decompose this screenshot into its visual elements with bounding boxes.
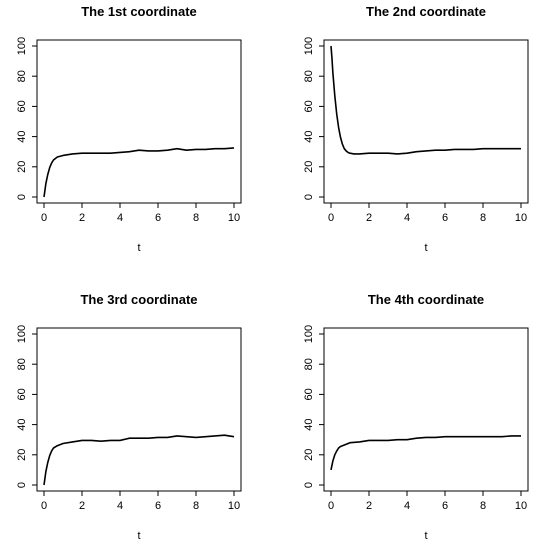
plot-frame	[36, 39, 242, 204]
y-tick-label: 40	[16, 418, 28, 430]
x-tick-label: 8	[480, 212, 486, 224]
x-tick-label: 0	[41, 500, 47, 512]
x-tick-label: 2	[366, 500, 372, 512]
y-tick-label: 20	[303, 161, 315, 173]
y-tick-label: 80	[303, 358, 315, 370]
x-tick-label: 0	[41, 212, 47, 224]
y-tick-label: 100	[303, 37, 315, 55]
chart-title: The 1st coordinate	[81, 4, 197, 19]
x-axis-label: t	[424, 242, 427, 254]
y-tick-label: 20	[16, 161, 28, 173]
series-line	[330, 45, 521, 155]
x-tick-label: 2	[79, 500, 85, 512]
x-axis-label: t	[137, 242, 140, 254]
y-tick-label: 0	[16, 482, 28, 488]
y-tick-label: 80	[16, 70, 28, 82]
x-tick-label: 6	[155, 212, 161, 224]
x-tick-label: 0	[328, 212, 334, 224]
y-tick-label: 100	[16, 37, 28, 55]
x-tick-label: 10	[515, 500, 527, 512]
series-line	[43, 147, 235, 198]
x-axis-label: t	[137, 530, 140, 542]
y-tick-label: 60	[303, 388, 315, 400]
y-tick-label: 0	[303, 482, 315, 488]
x-tick-label: 6	[155, 500, 161, 512]
y-tick-label: 40	[303, 418, 315, 430]
x-tick-label: 10	[228, 212, 240, 224]
x-tick-label: 8	[480, 500, 486, 512]
y-tick-label: 60	[16, 100, 28, 112]
x-tick-label: 0	[328, 500, 334, 512]
x-tick-label: 4	[404, 500, 410, 512]
y-tick-label: 80	[16, 358, 28, 370]
y-tick-label: 100	[303, 325, 315, 343]
y-tick-label: 0	[16, 194, 28, 200]
x-tick-label: 6	[442, 500, 448, 512]
x-tick-label: 2	[79, 212, 85, 224]
chart-title: The 4th coordinate	[368, 292, 484, 307]
x-tick-label: 6	[442, 212, 448, 224]
chart-title: The 3rd coordinate	[80, 292, 197, 307]
y-tick-label: 20	[16, 449, 28, 461]
x-tick-label: 2	[366, 212, 372, 224]
x-tick-label: 10	[228, 500, 240, 512]
series-line	[330, 435, 521, 471]
y-tick-label: 60	[16, 388, 28, 400]
x-tick-label: 8	[193, 500, 199, 512]
x-tick-label: 4	[117, 500, 123, 512]
x-tick-label: 8	[193, 212, 199, 224]
y-tick-label: 20	[303, 449, 315, 461]
y-tick-label: 60	[303, 100, 315, 112]
y-tick-label: 0	[303, 194, 315, 200]
y-tick-label: 40	[16, 130, 28, 142]
x-tick-label: 4	[117, 212, 123, 224]
y-tick-label: 40	[303, 130, 315, 142]
x-tick-label: 4	[404, 212, 410, 224]
y-tick-label: 100	[16, 325, 28, 343]
chart-title: The 2nd coordinate	[366, 4, 486, 19]
x-axis-label: t	[424, 530, 427, 542]
plot-frame	[36, 327, 242, 492]
plot-frame	[323, 327, 529, 492]
plot-frame	[323, 39, 529, 204]
x-tick-label: 10	[515, 212, 527, 224]
series-line	[43, 434, 235, 486]
y-tick-label: 80	[303, 70, 315, 82]
